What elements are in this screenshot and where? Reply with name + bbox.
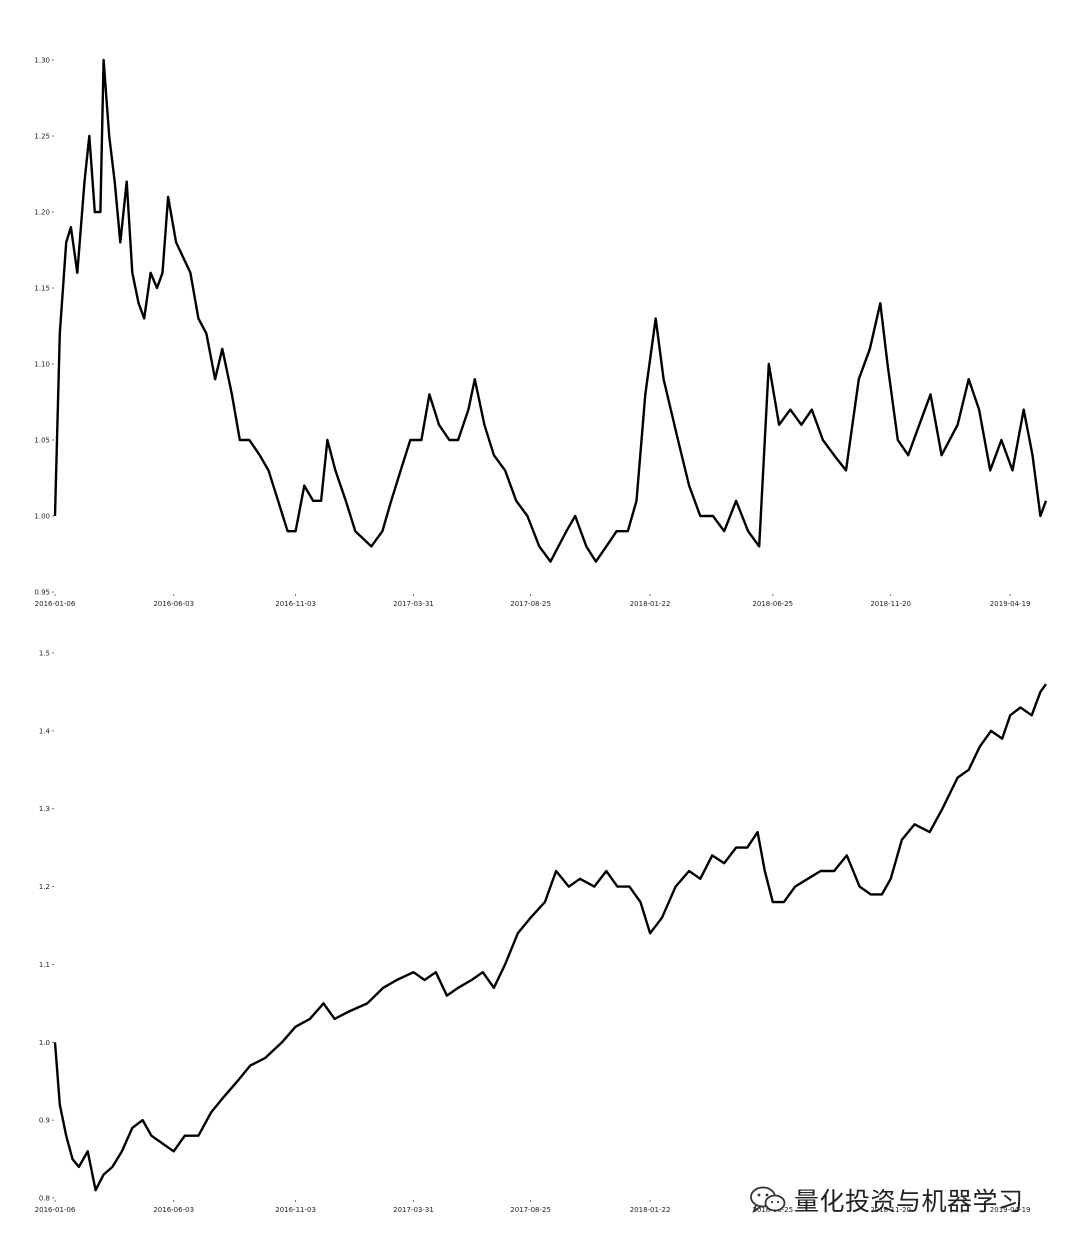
chart-top: 0.95 1.00 1.05 1.10 1.15 1.20 1.25 1.30 2016-01-… xyxy=(34,57,1048,608)
y-tick-label: 1.4 xyxy=(39,727,51,735)
x-tick-label: 2017-03-31 xyxy=(393,600,434,608)
series-line xyxy=(53,58,1048,563)
x-tick-label: 2016-11-03 xyxy=(275,1206,316,1214)
chart-bottom: 0.8 0.9 1.0 1.1 1.2 1.3 1.4 1.5 2016-01-06 2016-0… xyxy=(35,650,1047,1214)
y-tick-label: 0.95 xyxy=(34,589,50,597)
x-tick-label: 2019-04-19 xyxy=(990,600,1031,608)
y-tick-label: 1.3 xyxy=(39,805,50,813)
y-tick-label: 1.00 xyxy=(34,513,50,521)
y-tick-label: 1.2 xyxy=(39,883,50,891)
y-tick-label: 0.9 xyxy=(39,1117,50,1125)
wechat-icon xyxy=(750,1186,786,1214)
y-tick-label: 1.5 xyxy=(39,650,50,658)
y-tick-label: 0.8 xyxy=(39,1195,50,1203)
x-tick-label: 2017-03-31 xyxy=(393,1206,434,1214)
series-line xyxy=(53,683,1047,1192)
x-tick-label: 2017-08-25 xyxy=(510,1206,551,1214)
x-tick-label: 2016-06-03 xyxy=(153,600,194,608)
y-tick-label: 1.15 xyxy=(34,285,50,293)
y-tick-label: 1.20 xyxy=(34,209,50,217)
x-tick-label: 2016-11-03 xyxy=(275,600,316,608)
y-tick-label: 1.1 xyxy=(39,961,50,969)
y-tick-label: 1.10 xyxy=(34,361,50,369)
x-tick-label: 2016-01-06 xyxy=(35,600,76,608)
watermark-text: 量化投资与机器学习 xyxy=(794,1187,1024,1216)
y-tick-label: 1.25 xyxy=(34,133,50,141)
x-tick-label: 2018-01-22 xyxy=(630,1206,671,1214)
x-tick-label: 2018-01-22 xyxy=(630,600,671,608)
x-tick-label: 2016-06-03 xyxy=(153,1206,194,1214)
x-tick-label: 2018-11-20 xyxy=(870,1206,911,1214)
x-tick-label: 2017-08-25 xyxy=(510,600,551,608)
y-tick-label: 1.0 xyxy=(39,1039,50,1047)
x-tick-label: 2019-04-19 xyxy=(990,1206,1031,1214)
watermark: 量化投资与机器学习 xyxy=(750,1180,1024,1220)
y-tick-label: 1.05 xyxy=(34,437,50,445)
x-tick-label: 2018-06-25 xyxy=(752,600,793,608)
x-tick-label: 2016-01-06 xyxy=(35,1206,76,1214)
x-tick-label: 2018-11-20 xyxy=(870,600,911,608)
y-tick-label: 1.30 xyxy=(34,57,50,65)
